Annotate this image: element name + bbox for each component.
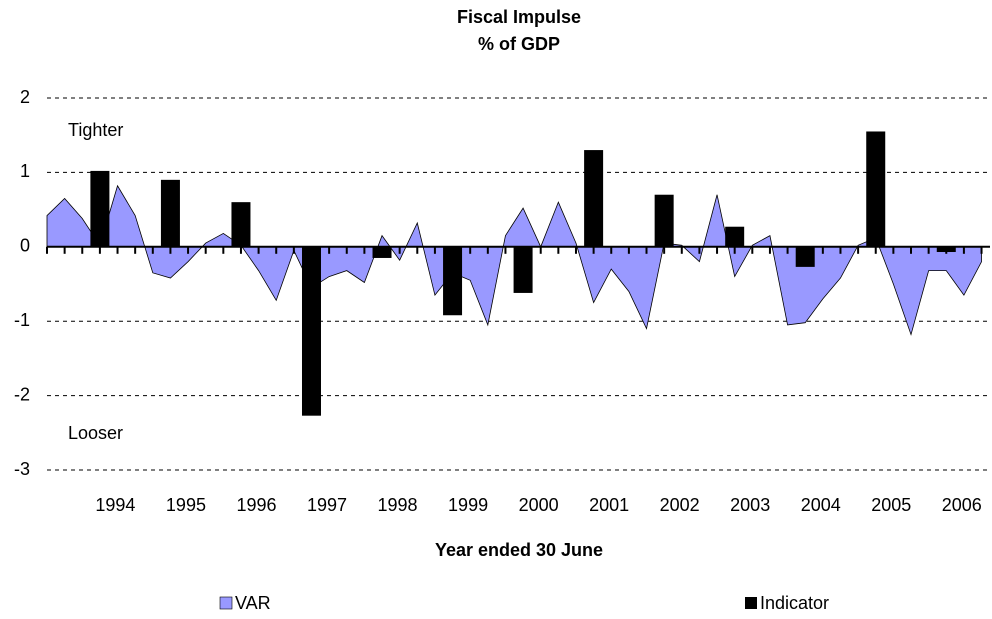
annotation: Tighter: [68, 120, 123, 140]
bar: [160, 179, 180, 247]
annotation: Looser: [68, 423, 123, 443]
x-tick-label: 1995: [166, 495, 206, 515]
y-tick-label: -3: [14, 459, 30, 479]
y-tick-label: -2: [14, 384, 30, 404]
x-tick-label: 2003: [730, 495, 770, 515]
y-tick-label: 0: [20, 236, 30, 256]
x-tick-label: 2000: [519, 495, 559, 515]
bar: [443, 246, 463, 316]
x-axis-label: Year ended 30 June: [435, 540, 603, 560]
bar: [725, 226, 745, 247]
bar: [513, 246, 533, 293]
x-tick-label: 1994: [95, 495, 135, 515]
x-tick-label: 2005: [871, 495, 911, 515]
bar: [654, 194, 674, 247]
x-tick-label: 2004: [801, 495, 841, 515]
x-tick-label: 2001: [589, 495, 629, 515]
legend-label: VAR: [235, 593, 271, 613]
legend-swatch: [219, 596, 233, 610]
bar: [795, 246, 815, 267]
bar: [584, 150, 604, 247]
x-tick-label: 1998: [378, 495, 418, 515]
y-tick-label: 1: [20, 161, 30, 181]
bar: [866, 131, 886, 247]
bar: [301, 246, 321, 416]
x-tick-label: 1999: [448, 495, 488, 515]
x-tick-label: 2006: [942, 495, 982, 515]
legend-label: Indicator: [760, 593, 829, 613]
y-tick-label: -1: [14, 310, 30, 330]
bar: [90, 170, 110, 247]
x-tick-label: 1997: [307, 495, 347, 515]
area: [46, 184, 982, 336]
y-tick-label: 2: [20, 87, 30, 107]
chart-title: Fiscal Impulse: [457, 7, 581, 27]
x-tick-label: 2002: [660, 495, 700, 515]
chart-subtitle: % of GDP: [478, 34, 560, 54]
bar: [231, 202, 251, 247]
x-tick-label: 1996: [236, 495, 276, 515]
legend-swatch: [745, 597, 757, 609]
